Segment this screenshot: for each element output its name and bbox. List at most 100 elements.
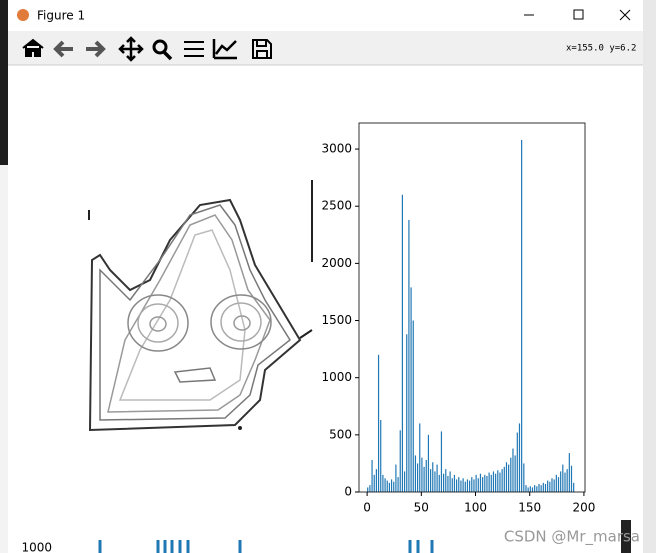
bar [458,477,460,492]
bar [432,462,434,492]
bar [555,474,557,492]
bar [564,472,566,492]
forward-button[interactable] [86,40,106,58]
x-tick-label: 50 [414,501,429,515]
bar [390,479,393,492]
bar [440,431,443,492]
background-label: 1000 [21,541,52,553]
bar [492,471,495,492]
zoom-button[interactable] [152,39,173,61]
bar [416,463,419,492]
bar [573,482,575,492]
back-button[interactable] [53,40,73,58]
bar [531,487,534,492]
bar [525,485,527,492]
bar [397,477,399,492]
bar [380,419,382,492]
bar [464,481,466,492]
bar [549,481,551,492]
bar [510,457,512,492]
bar [449,471,451,492]
bar [423,466,425,492]
save-button[interactable] [252,39,272,59]
app-icon [17,9,29,21]
bar [547,480,549,492]
bar [369,485,371,492]
bar [570,465,573,492]
bar [466,479,469,492]
bar [521,139,523,492]
watermark: CSDN @Mr_marsa [504,528,640,547]
bar [495,473,497,492]
bar [479,473,482,492]
bar [382,474,384,492]
y-tick-label: 2500 [321,199,352,213]
bar [401,194,404,493]
background-window [0,165,8,553]
background-bars [98,540,434,553]
bar [410,287,412,492]
bar [406,334,408,492]
bar [503,466,505,492]
pan-button[interactable] [118,36,144,62]
bar [499,472,501,492]
bar [373,474,375,492]
bar [553,479,555,492]
bar [473,479,475,492]
customize-button[interactable] [212,39,237,60]
bar [388,482,391,492]
y-tick-label: 2000 [321,256,352,270]
right-strip [643,0,656,553]
bar [425,459,427,492]
bar [447,475,449,492]
window-title: Figure 1 [37,9,85,23]
y-tick-label: 1000 [321,370,352,384]
bar [451,478,453,492]
bar [419,423,421,492]
bar [462,478,464,492]
bar [456,479,458,492]
x-tick-label: 200 [572,501,595,515]
background-window-bottom [8,520,621,553]
bar [534,485,536,492]
bar [497,470,499,492]
bar [367,487,369,492]
home-button[interactable] [22,38,44,57]
bar [436,464,438,492]
x-tick-label: 100 [464,501,487,515]
subplots-button[interactable] [184,41,204,57]
y-tick-label: 500 [329,427,352,441]
bar [516,432,518,492]
bar [518,423,521,492]
bar [490,474,492,492]
bar [371,459,373,492]
bar [560,471,562,492]
bar [551,478,553,492]
bar [488,472,490,492]
bar [544,483,547,492]
bar [445,469,447,492]
bar [434,471,436,492]
x-tick-label: 0 [363,501,371,515]
close-button[interactable] [619,9,631,21]
bar [443,473,445,492]
bar [484,474,486,492]
bar [460,480,462,492]
bar [529,486,531,492]
axes-frame [358,122,586,493]
bar [508,464,510,492]
bar [427,434,430,492]
bar [562,464,564,492]
y-tick-label: 0 [344,485,352,499]
bar [557,477,560,492]
bar [527,487,529,492]
bar [482,477,484,492]
bar [375,469,377,492]
maximize-button[interactable] [573,9,584,20]
cursor-coords: x=155.0 y=6.2 [566,44,636,54]
y-tick-label: 3000 [321,142,352,156]
bar [523,463,525,492]
bar [505,462,508,492]
bar [469,480,471,492]
